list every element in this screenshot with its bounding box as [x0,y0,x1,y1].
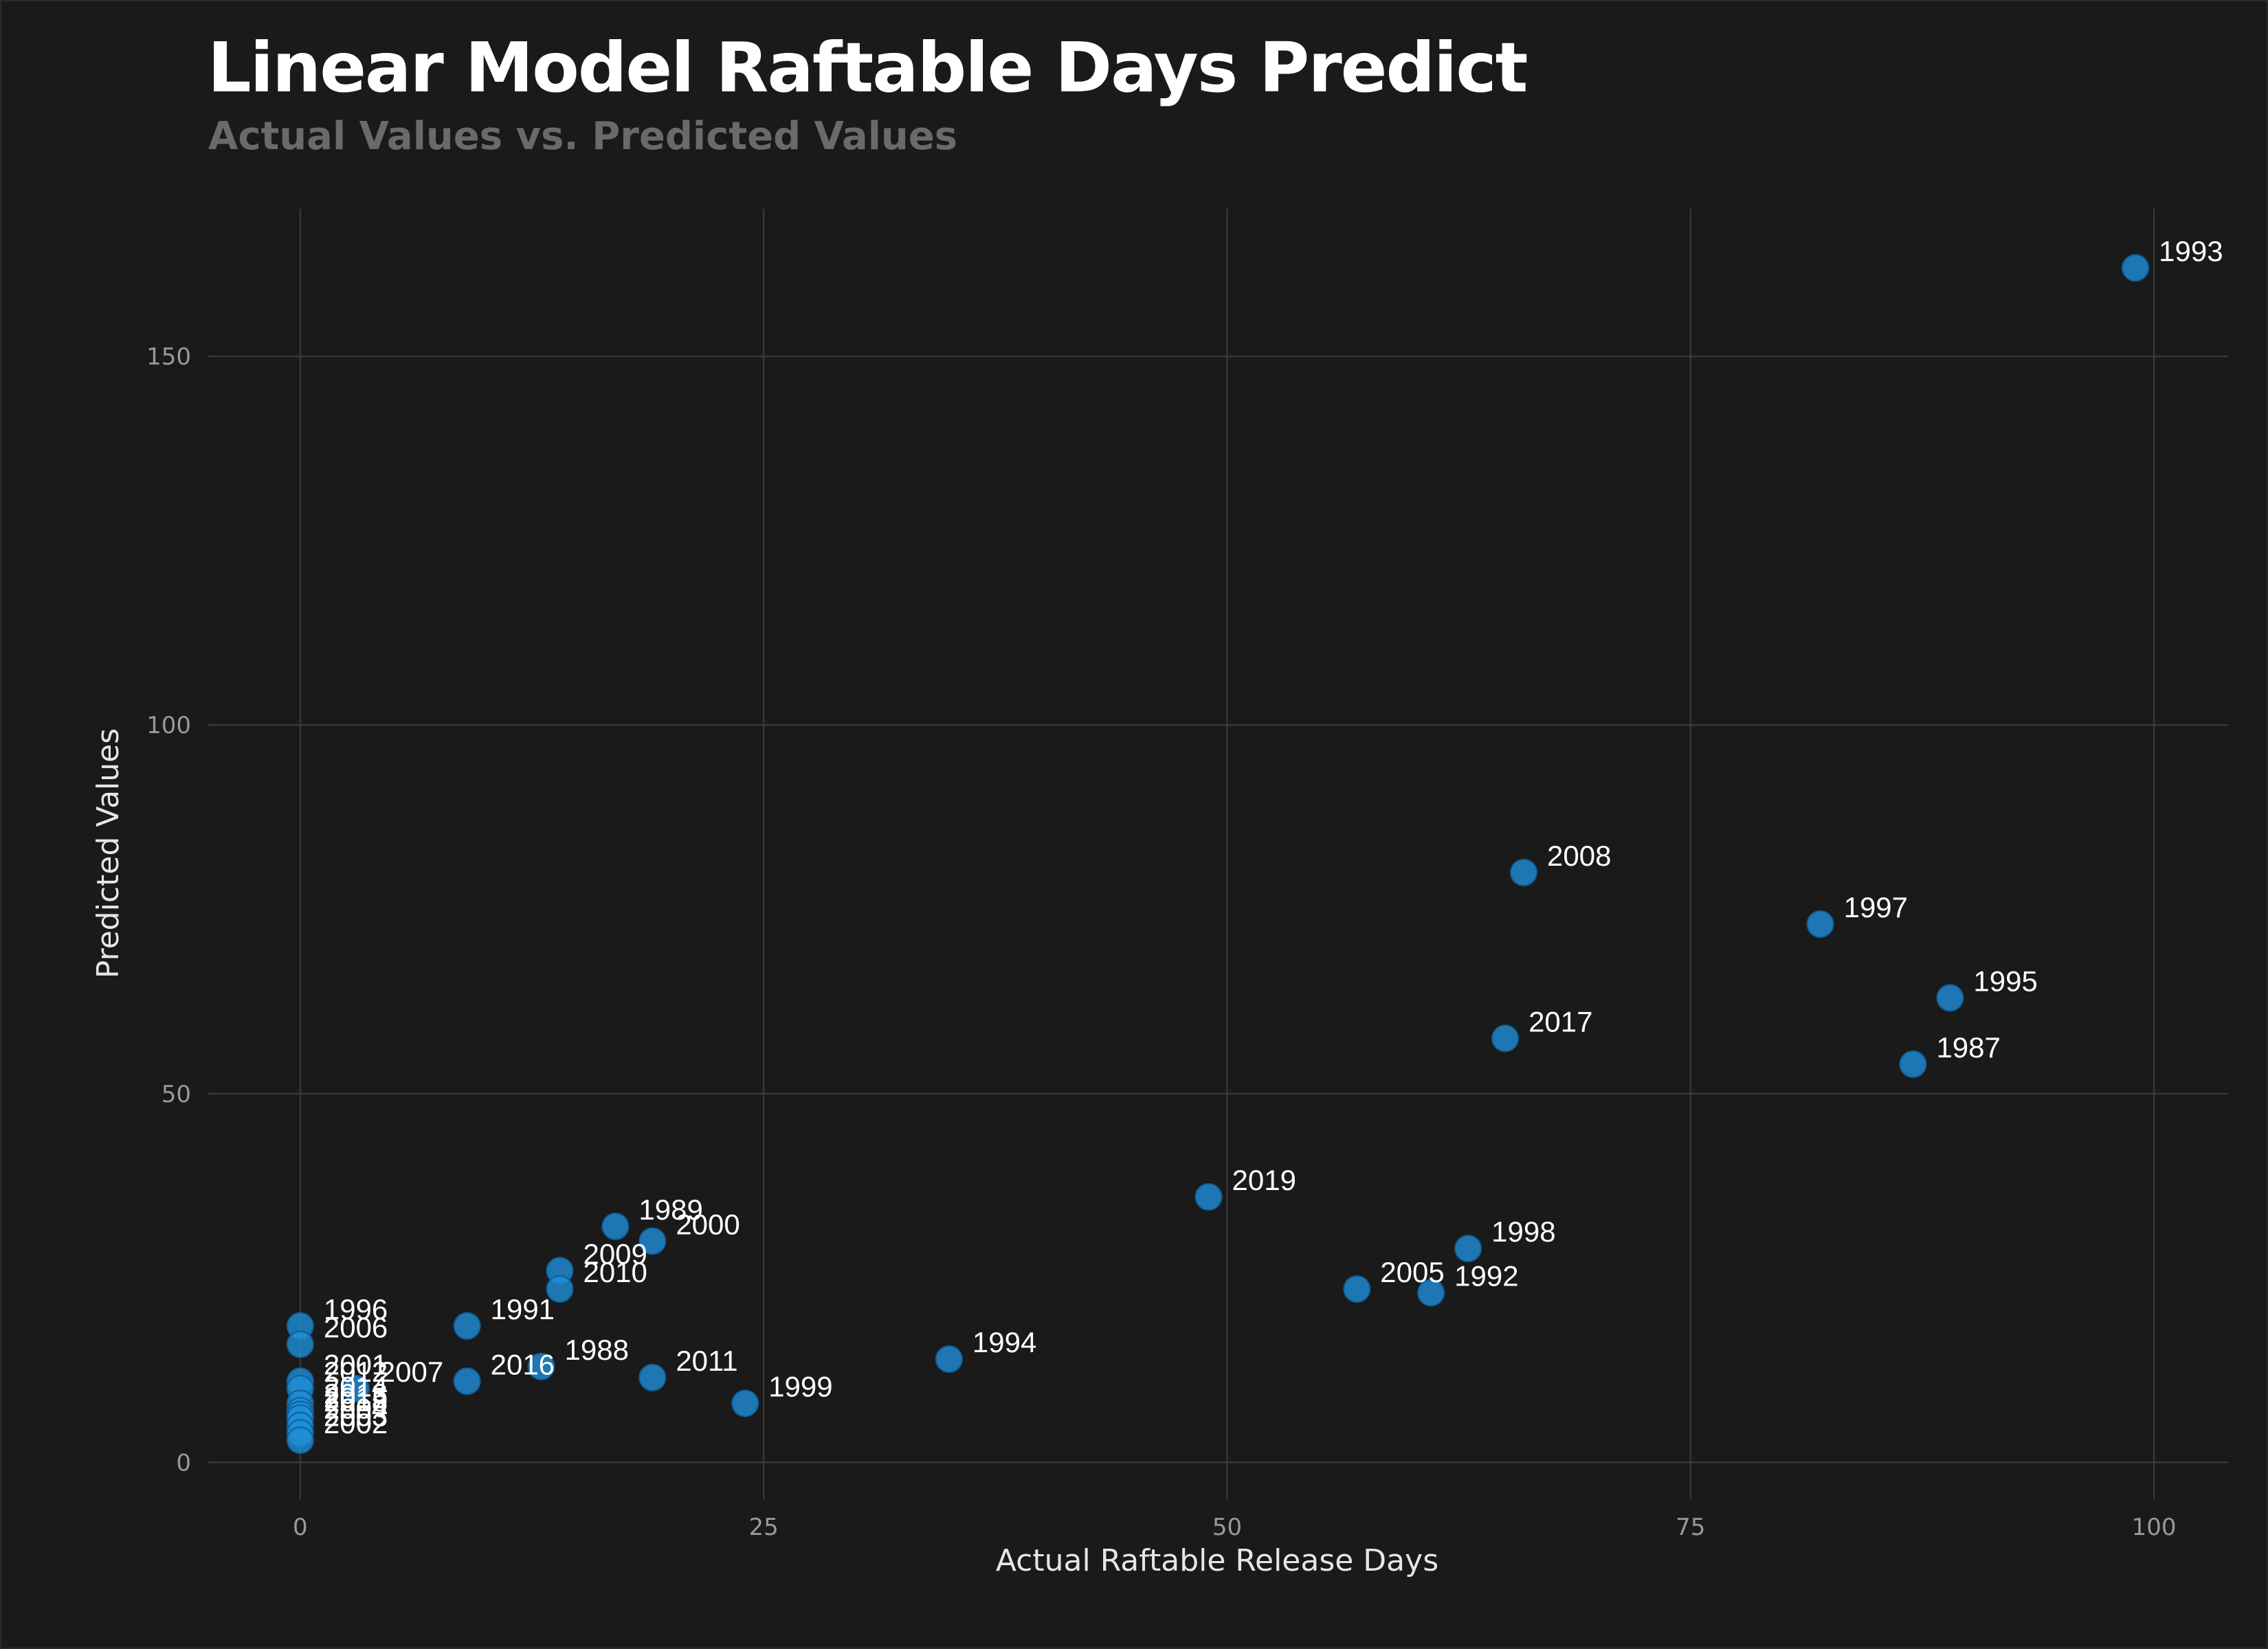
data-label: 2016 [491,1348,555,1380]
data-point [638,1363,667,1391]
data-label: 2004 [324,1393,388,1425]
data-label: 2007 [379,1356,443,1388]
data-label: 2018 [324,1385,388,1417]
x-tick-label: 50 [1212,1514,1242,1541]
y-axis-title: Predicted Values [91,728,126,978]
x-tick-label: 100 [2132,1514,2177,1541]
data-point [1454,1235,1482,1263]
data-point [286,1426,314,1455]
data-label: 2000 [676,1208,740,1240]
data-label: 2015 [324,1382,388,1414]
y-tick-label: 100 [146,712,191,739]
data-label: 1987 [1936,1031,2000,1064]
x-tick-label: 75 [1676,1514,1705,1541]
data-label: 2014 [324,1370,388,1402]
data-point [453,1367,481,1395]
x-tick-label: 25 [749,1514,779,1541]
data-point [453,1312,481,1340]
data-point [342,1375,370,1403]
data-point [1343,1275,1371,1303]
data-label: 2006 [324,1312,388,1344]
data-label: 2001 [324,1348,388,1380]
grid-lines [208,209,2228,1499]
data-label: 2008 [1547,840,1611,872]
data-label: 1988 [565,1334,629,1366]
data-label: 1993 [2159,235,2223,267]
data-label: 1994 [972,1326,1036,1358]
x-axis-ticks: 0 25 50 75 100 [293,1514,2177,1541]
data-label: 2013 [324,1378,388,1410]
data-point [527,1352,555,1380]
data-point [546,1275,574,1303]
data-label: 2011 [676,1345,737,1377]
data-label: 1992 [1454,1260,1518,1292]
data-label: 2002 [324,1407,388,1439]
data-points [286,254,2150,1455]
y-tick-label: 0 [176,1449,191,1477]
data-label: 2009 [583,1237,647,1270]
data-label: 2005 [1380,1256,1444,1288]
data-label: 2019 [1232,1164,1296,1196]
y-tick-label: 50 [162,1081,191,1108]
data-point [1936,984,1964,1012]
data-label: 1998 [1491,1215,1555,1248]
x-axis-title: Actual Raftable Release Days [996,1543,1438,1578]
data-point [1899,1050,1927,1078]
data-point [1194,1183,1223,1211]
data-point [2122,254,2150,282]
data-label: 1997 [1844,891,1908,923]
data-point [1491,1024,1520,1053]
data-point [1806,910,1834,938]
data-point [935,1345,963,1373]
data-label: 2017 [1528,1005,1592,1037]
y-tick-label: 150 [146,344,191,371]
data-label: 1996 [324,1293,388,1325]
y-axis-ticks: 0 50 100 150 [146,344,191,1477]
data-label: 2010 [583,1256,647,1288]
data-label: 1991 [491,1293,555,1325]
data-label: 2012 [324,1356,388,1388]
data-label: 1995 [1973,965,2037,997]
data-label: 2003 [324,1400,388,1432]
data-point [731,1389,759,1417]
data-point [638,1227,667,1255]
data-label: 1999 [768,1370,832,1402]
data-point [1417,1279,1445,1307]
chart-title: Linear Model Raftable Days Predict [208,27,1528,108]
data-point [286,1330,314,1358]
data-point [601,1212,630,1240]
data-label: 1989 [638,1193,702,1226]
x-tick-label: 0 [293,1514,308,1541]
data-point [1510,858,1538,886]
chart-subtitle: Actual Values vs. Predicted Values [208,114,958,159]
